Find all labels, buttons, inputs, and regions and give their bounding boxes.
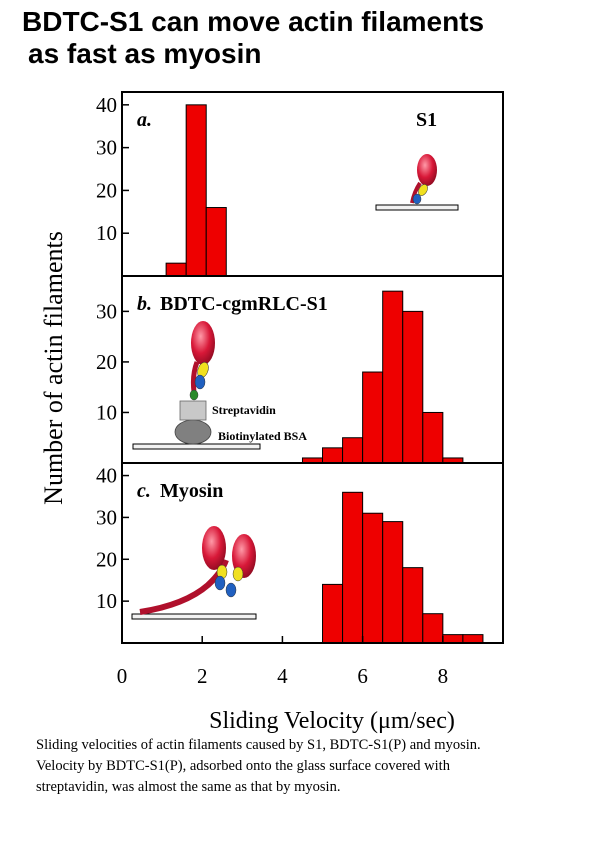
x-tick-label-4: 6	[357, 664, 368, 688]
y-tick-label-3-4: 40	[96, 464, 117, 488]
bar-2-5	[382, 290, 404, 464]
x-tick-label-2: 2	[197, 664, 208, 688]
plot-frame	[121, 91, 504, 644]
x-axis-label: Sliding Velocity (μm/sec)	[209, 708, 455, 734]
myosin-illustration	[131, 526, 257, 620]
page-title: BDTC-S1 can move actin filaments as fast…	[22, 6, 582, 70]
caption-line-3: streptavidin, was almost the same as tha…	[36, 779, 341, 795]
panel-label-1: S1	[416, 109, 437, 131]
bar-3-6	[422, 613, 444, 644]
bar-2-2	[322, 447, 344, 464]
bar-1-2	[185, 104, 207, 277]
bar-1-1	[165, 262, 187, 277]
bar-2-7	[422, 411, 444, 464]
bar-3-5	[402, 567, 424, 644]
bar-3-2	[342, 491, 364, 644]
bar-3-8	[462, 634, 484, 644]
annotation-streptavidin: Streptavidin	[212, 403, 276, 417]
panel-letter-2: b.	[137, 293, 152, 315]
panel-letter-3: c.	[137, 480, 151, 502]
x-tick-label-1: 0	[117, 664, 128, 688]
y-tick-label-1-1: 10	[96, 221, 117, 245]
y-tick-label-2-3: 30	[96, 299, 117, 323]
bar-3-7	[442, 634, 464, 644]
caption-line-2: Velocity by BDTC-S1(P), adsorbed onto th…	[36, 758, 450, 774]
y-tick-label-3-1: 10	[96, 589, 117, 613]
panel-label-3: Myosin	[160, 480, 223, 502]
bar-2-4	[362, 371, 384, 464]
panel-label-2: BDTC-cgmRLC-S1	[160, 293, 328, 315]
caption-line-1: Sliding velocities of actin filaments ca…	[36, 737, 481, 753]
bar-1-3	[205, 207, 227, 277]
bar-2-6	[402, 310, 424, 464]
bar-2-3	[342, 437, 364, 464]
y-tick-label-1-4: 40	[96, 93, 117, 117]
annotation-biotinylated-bsa: Biotinylated BSA	[218, 429, 307, 443]
x-tick-label-5: 8	[438, 664, 449, 688]
x-tick-label-3: 4	[277, 664, 288, 688]
y-axis-label: Number of actin filaments	[39, 231, 68, 505]
y-tick-label-2-2: 20	[96, 350, 117, 374]
y-tick-label-3-2: 20	[96, 547, 117, 571]
y-tick-label-2-1: 10	[96, 400, 117, 424]
title-line-2: as fast as myosin	[28, 38, 262, 69]
y-tick-label-3-3: 30	[96, 505, 117, 529]
bar-3-3	[362, 512, 384, 644]
s1-molecule-illustration	[375, 154, 459, 211]
title-line-1: BDTC-S1 can move actin filaments	[22, 6, 485, 37]
bar-3-4	[382, 521, 404, 644]
panel-letter-1: a.	[137, 109, 152, 131]
y-tick-label-1-3: 30	[96, 136, 117, 160]
bar-3-1	[322, 583, 344, 644]
bdtc-s1-illustration	[132, 321, 261, 450]
y-tick-label-1-2: 20	[96, 178, 117, 202]
figure-caption: Sliding velocities of actin filaments ca…	[36, 735, 586, 798]
